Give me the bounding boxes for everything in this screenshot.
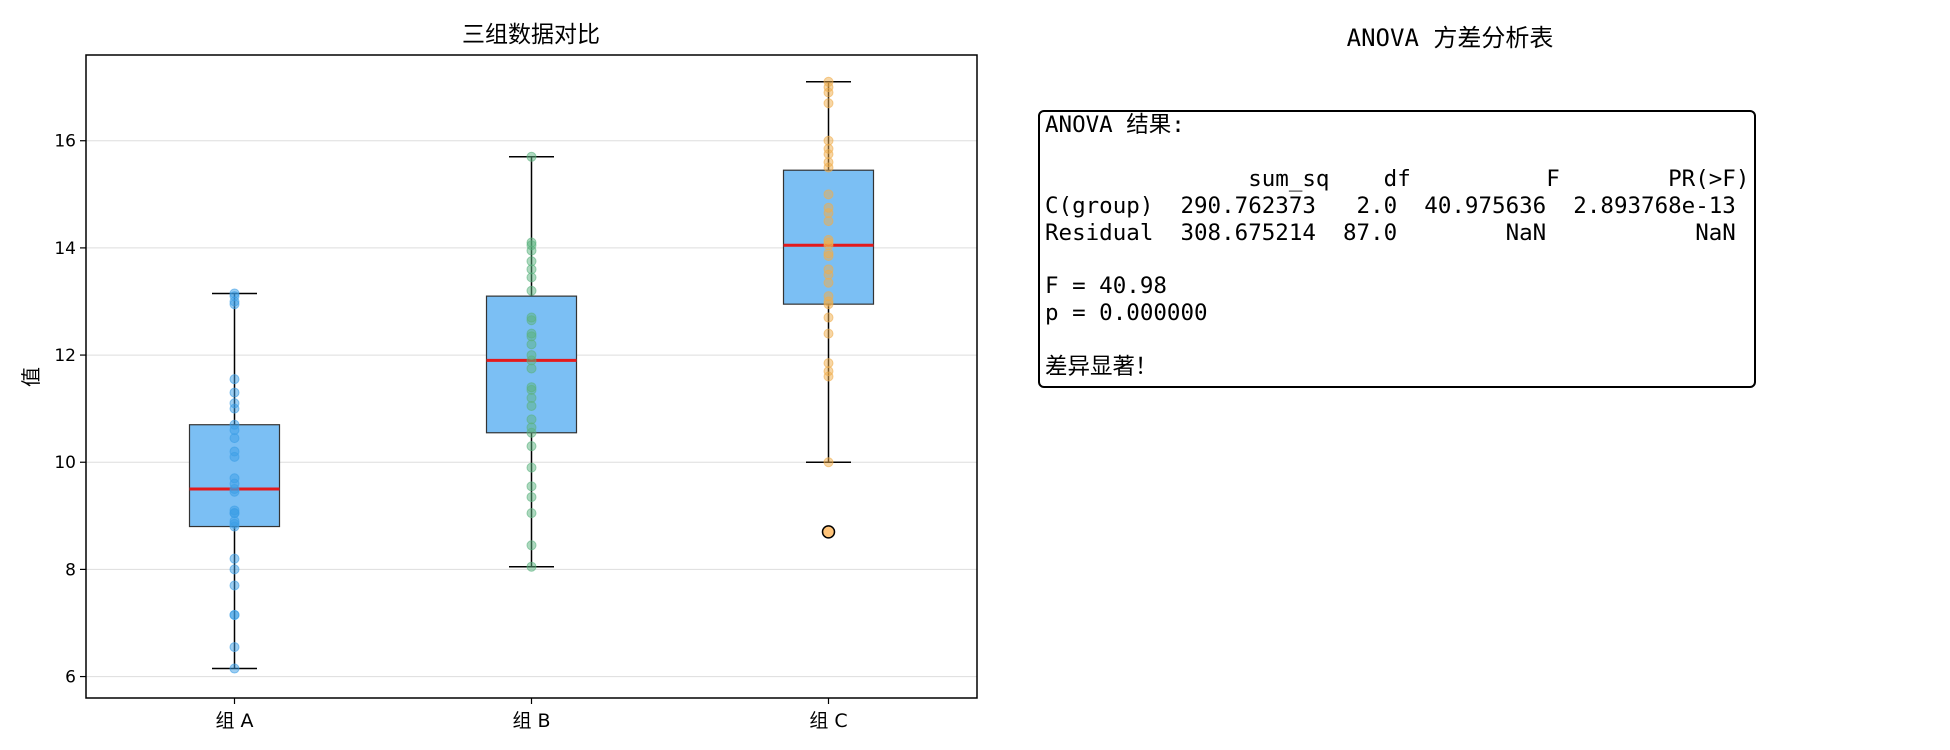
data-point [526, 312, 537, 323]
data-point [229, 580, 240, 591]
box-group [782, 76, 875, 539]
data-point [229, 564, 240, 575]
data-point [229, 374, 240, 385]
data-point [823, 457, 834, 468]
x-tick-label: 组 A [215, 710, 253, 732]
data-point [526, 492, 537, 503]
data-point [823, 189, 834, 200]
data-point [526, 237, 537, 248]
data-point [229, 663, 240, 674]
data-point [526, 256, 537, 267]
data-point [229, 553, 240, 564]
x-tick-label: 组 C [809, 710, 847, 732]
x-tick-label: 组 B [512, 710, 550, 732]
anova-result-text: ANOVA 结果: sum_sq df F PR(>F) C(group) 29… [1045, 112, 1750, 381]
y-axis-label: 值 [19, 367, 43, 387]
y-tick-label: 14 [54, 239, 76, 259]
data-point [526, 328, 537, 339]
box-plot-axes: 6 8 10 12 14 16 组 A 组 B 组 C 三组数据对比 值 [19, 22, 978, 732]
data-point [823, 234, 834, 245]
y-tick-label: 6 [65, 668, 76, 688]
data-point [526, 350, 537, 361]
y-tick-label: 12 [54, 346, 76, 366]
data-point [229, 609, 240, 620]
data-point [229, 446, 240, 457]
y-tick-label: 10 [54, 453, 76, 473]
data-point [823, 135, 834, 146]
data-point [229, 387, 240, 398]
data-point [526, 382, 537, 393]
box-group [188, 288, 281, 674]
data-point [823, 264, 834, 275]
data-point [229, 473, 240, 484]
data-point [526, 285, 537, 296]
data-point [823, 291, 834, 302]
chart-title: 三组数据对比 [462, 22, 600, 48]
data-point [229, 288, 240, 299]
outlier-point [821, 525, 836, 539]
data-point [823, 312, 834, 323]
data-point [526, 414, 537, 425]
data-point [526, 462, 537, 473]
data-point [526, 561, 537, 572]
data-point [526, 540, 537, 551]
data-point [526, 508, 537, 519]
data-point [823, 358, 834, 369]
data-point [229, 505, 240, 516]
anova-panel-title: ANOVA 方差分析表 [1346, 24, 1554, 52]
data-point [823, 98, 834, 109]
data-point [526, 481, 537, 492]
data-point [229, 642, 240, 653]
y-axis-ticks: 6 8 10 12 14 16 [54, 132, 86, 688]
y-tick-label: 8 [65, 560, 76, 580]
data-point [823, 76, 834, 87]
box-plot-series [188, 76, 875, 674]
data-point [823, 202, 834, 213]
box-group [485, 151, 578, 572]
data-point [229, 398, 240, 409]
data-point [526, 151, 537, 162]
anova-text-box [1038, 110, 1756, 388]
data-point [823, 328, 834, 339]
data-point [229, 419, 240, 430]
y-tick-label: 16 [54, 132, 76, 152]
data-point [526, 441, 537, 452]
